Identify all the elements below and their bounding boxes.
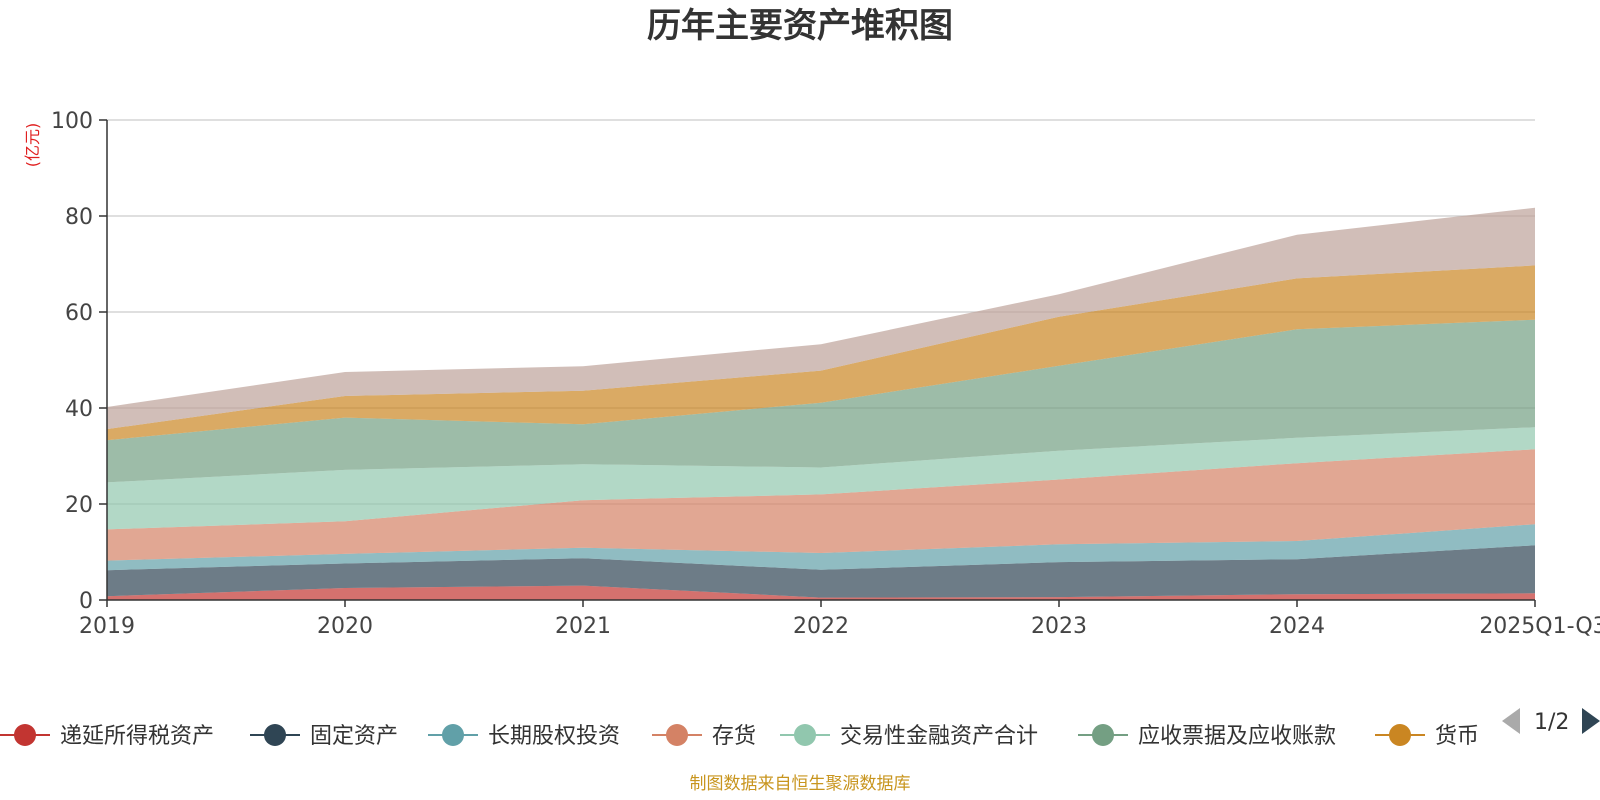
area-series-6 [107,319,1535,483]
legend-marker-icon [442,724,464,746]
legend-label: 应收票据及应收账款 [1138,724,1336,749]
y-tick-label: 20 [65,493,93,518]
legend-label: 固定资产 [310,724,398,749]
legend-item[interactable]: 长期股权投资 [428,724,620,749]
area-series-3 [107,524,1535,571]
area-series-5 [107,427,1535,530]
legend-prev-icon[interactable] [1502,708,1520,734]
legend-next-icon[interactable] [1582,708,1600,734]
y-tick-label: 100 [51,109,93,134]
data-source-note: 制图数据来自恒生聚源数据库 [690,774,911,794]
x-tick-label: 2024 [1269,614,1325,639]
legend-marker-icon [1092,724,1114,746]
legend-page-indicator: 1/2 [1534,710,1569,735]
y-axis-ticks: 0 20 40 60 80 100 [51,109,107,614]
y-tick-label: 80 [65,205,93,230]
legend-label: 递延所得税资产 [60,724,214,749]
legend-pager: 1/2 [1502,708,1600,735]
legend-item[interactable]: 存货 [652,724,756,749]
area-series [107,207,1535,600]
y-tick-label: 0 [79,589,93,614]
area-series-4 [107,449,1535,561]
legend-marker-icon [14,724,36,746]
x-tick-label: 2019 [79,614,135,639]
x-tick-label: 2020 [317,614,373,639]
legend-item[interactable]: 应收票据及应收账款 [1078,724,1336,749]
legend: 递延所得税资产 固定资产 长期股权投资 存货 交易性金融资产合计 应收票据及应收账款 货币 [0,724,1479,749]
legend-label: 存货 [712,724,756,749]
chart-title: 历年主要资产堆积图 [647,6,953,46]
x-tick-label: 2025Q1-Q3 [1479,614,1600,639]
legend-label: 长期股权投资 [488,724,620,749]
legend-item[interactable]: 固定资产 [250,724,398,749]
legend-marker-icon [1389,724,1411,746]
legend-label: 货币 [1435,724,1479,749]
legend-marker-icon [264,724,286,746]
legend-marker-icon [794,724,816,746]
legend-item[interactable]: 交易性金融资产合计 [780,724,1038,749]
x-axis-ticks: 2019 2020 2021 2022 2023 2024 2025Q1-Q3 [79,600,1600,639]
area-series-1 [107,585,1535,600]
legend-label: 交易性金融资产合计 [840,724,1038,749]
x-tick-label: 2023 [1031,614,1087,639]
legend-item[interactable]: 递延所得税资产 [0,724,214,749]
x-tick-label: 2021 [555,614,611,639]
legend-marker-icon [666,724,688,746]
y-tick-label: 60 [65,301,93,326]
y-tick-label: 40 [65,397,93,422]
area-series-8 [107,207,1535,430]
y-axis-unit-label: (亿元) [23,123,42,168]
area-series-7 [107,265,1535,441]
legend-item[interactable]: 货币 [1375,724,1479,749]
x-tick-label: 2022 [793,614,849,639]
area-series-2 [107,545,1535,598]
